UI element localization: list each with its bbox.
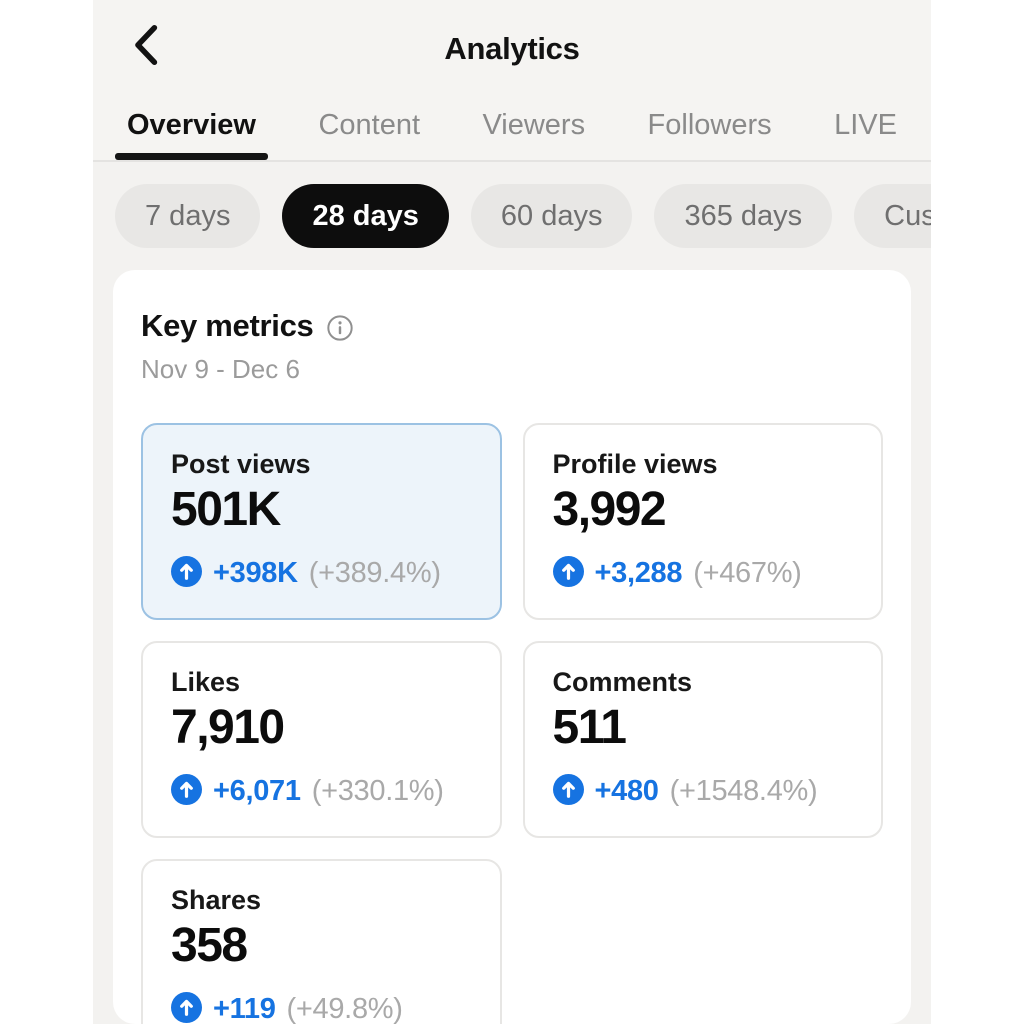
chevron-left-icon bbox=[127, 22, 167, 71]
metric-change: +480 bbox=[594, 775, 659, 808]
metric-change-percent: (+1548.4%) bbox=[669, 775, 818, 808]
date-range-label: Nov 9 - Dec 6 bbox=[141, 354, 300, 384]
metric-value: 511 bbox=[552, 700, 627, 754]
key-metrics-header: Key metrics bbox=[141, 308, 883, 344]
metric-label: Post views bbox=[171, 449, 311, 479]
filter-28-days[interactable]: 28 days bbox=[282, 184, 449, 248]
metric-card-comments[interactable]: Comments 511 +480 (+1548.4%) bbox=[522, 640, 883, 838]
metric-delta: +398K (+389.4%) bbox=[171, 555, 472, 592]
page-title: Analytics bbox=[444, 31, 580, 66]
metric-card-profile-views[interactable]: Profile views 3,992 +3,288 (+467%) bbox=[522, 423, 883, 620]
analytics-screen: Analytics Overview Content Viewers Follo… bbox=[93, 0, 931, 1024]
tab-viewers[interactable]: Viewers bbox=[482, 109, 586, 141]
metric-value: 3,992 bbox=[552, 483, 667, 537]
metric-value: 358 bbox=[171, 918, 248, 972]
metric-label: Comments bbox=[552, 666, 693, 697]
back-button[interactable] bbox=[127, 20, 175, 72]
metric-card-likes[interactable]: Likes 7,910 +6,071 (+330.1%) bbox=[141, 640, 502, 838]
metric-label: Shares bbox=[171, 884, 262, 915]
metric-label: Likes bbox=[171, 666, 241, 697]
arrow-up-circle-icon bbox=[171, 773, 202, 810]
metric-change-percent: (+49.8%) bbox=[286, 993, 403, 1024]
info-circle-icon[interactable] bbox=[326, 314, 354, 342]
metric-card-post-views[interactable]: Post views 501K +398K (+389.4%) bbox=[141, 423, 502, 620]
header: Analytics bbox=[93, 0, 931, 92]
metric-label: Profile views bbox=[552, 449, 718, 479]
metric-change: +398K bbox=[213, 557, 298, 590]
metric-change: +6,071 bbox=[213, 775, 301, 808]
metric-change: +3,288 bbox=[594, 557, 683, 590]
metric-delta: +6,071 (+330.1%) bbox=[171, 773, 472, 810]
metric-change-percent: (+389.4%) bbox=[308, 557, 441, 590]
filter-365-days[interactable]: 365 days bbox=[654, 184, 833, 248]
metric-delta: +3,288 (+467%) bbox=[552, 555, 854, 592]
arrow-up-circle-icon bbox=[552, 555, 584, 592]
metric-change: +119 bbox=[213, 993, 276, 1024]
metric-delta: +119 (+49.8%) bbox=[171, 991, 472, 1024]
arrow-up-circle-icon bbox=[171, 555, 202, 592]
metric-delta: +480 (+1548.4%) bbox=[552, 773, 854, 810]
metric-value: 501K bbox=[171, 483, 281, 537]
metric-cards-grid: Post views 501K +398K (+389.4%) bbox=[141, 423, 883, 1024]
date-range-filters: 7 days 28 days 60 days 365 days Custom bbox=[93, 184, 931, 248]
filter-custom[interactable]: Custom bbox=[854, 184, 931, 248]
metric-card-shares[interactable]: Shares 358 +119 (+49.8%) bbox=[141, 858, 502, 1024]
arrow-up-circle-icon bbox=[171, 991, 202, 1024]
content-area: 7 days 28 days 60 days 365 days Custom K… bbox=[93, 162, 931, 1024]
key-metrics-title: Key metrics bbox=[141, 308, 314, 343]
key-metrics-panel: Key metrics Nov 9 - Dec 6 Post views bbox=[113, 270, 911, 1024]
filter-7-days[interactable]: 7 days bbox=[115, 184, 261, 248]
tab-bar: Overview Content Viewers Followers LIVE bbox=[93, 92, 931, 162]
filter-60-days[interactable]: 60 days bbox=[470, 184, 633, 248]
arrow-up-circle-icon bbox=[552, 773, 584, 810]
metric-change-percent: (+330.1%) bbox=[311, 775, 444, 808]
tab-followers[interactable]: Followers bbox=[647, 109, 772, 141]
tab-overview[interactable]: Overview bbox=[115, 109, 268, 160]
tab-live[interactable]: LIVE bbox=[834, 109, 897, 141]
tab-content[interactable]: Content bbox=[318, 109, 421, 141]
metric-value: 7,910 bbox=[171, 700, 285, 754]
metric-change-percent: (+467%) bbox=[693, 557, 802, 590]
